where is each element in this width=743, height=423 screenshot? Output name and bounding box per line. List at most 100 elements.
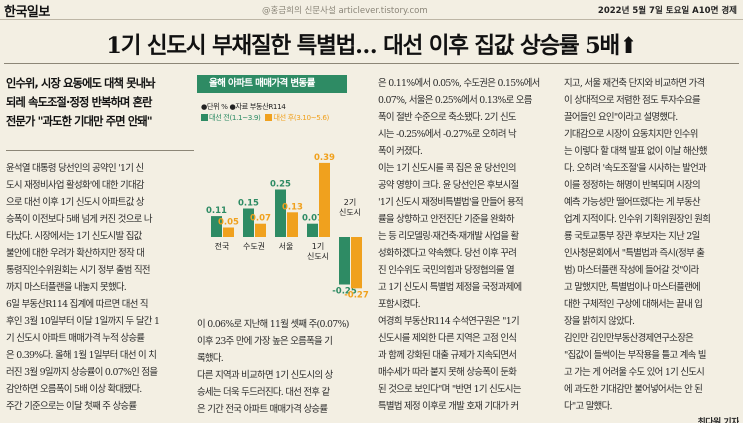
body-text-line: 이후 23주 만에 가장 높은 오름폭을 기 — [197, 336, 333, 347]
body-text-line: 지고, 서울 재건축 단지와 비교하면 가격 — [564, 78, 705, 89]
body-text-line: 감안하면 오름폭이 5배 이상 확대됐다. — [6, 384, 142, 395]
body-text-line: 주간 기준으로는 이달 첫째 주 상승률 — [6, 401, 137, 412]
body-text-line: 으로 대선 이후 1기 신도시 아파트값 상 — [6, 197, 145, 208]
legend-label-before: 대선 전(1.1~3.9) — [209, 113, 261, 122]
body-text-line: 고 가는 게 어려울 수도 있어 1기 신도시 — [564, 367, 705, 378]
body-text-line: 통령직인수위원회는 시기 정부 출범 직전 — [6, 265, 151, 276]
category-label: 신도시 — [307, 252, 329, 261]
body-text-line: 예측 가능성만 떨어뜨렸다는 게 부동산 — [564, 197, 701, 208]
reporter-byline: 최다원 기자 — [697, 418, 739, 423]
bar-after — [319, 162, 330, 237]
body-text-line: 특별법 제정 이후로 개발 호재 기대가 커 — [378, 401, 519, 412]
body-text-line: 은 0.39%다. 올해 1월 1일부터 대선 이 치 — [6, 350, 157, 361]
article-deck: 인수위, 시장 요동에도 대책 못내놔 되레 속도조절·정정 반복하며 혼란 전… — [6, 74, 196, 131]
body-text-line: 다. 오히려 '속도조절'을 시사하는 발언과 — [564, 163, 707, 174]
body-text-line: '1기 신도시 재정비특별법'을 만들어 용적 — [378, 197, 524, 208]
chart-unit: ●단위 % — [201, 102, 228, 111]
price-change-chart: 올해 아파트 매매가격 변동률 ●단위 % ●자료 부동산R114 대선 전(1… — [197, 75, 373, 315]
body-text-line: 이는 1기 신도시를 콕 집은 윤 당선인의 — [378, 163, 517, 174]
body-text-line: 장을 밝히지 않았다. — [564, 316, 635, 327]
body-column-1: 윤석열 대통령 당선인의 공약인 '1기 신 도시 재정비사업 활성화'에 대한 … — [6, 160, 194, 415]
body-text-line: 타났다. 시장에서는 1기 신도시발 집값 — [6, 231, 142, 242]
data-label: 0.15 — [238, 199, 259, 209]
deck-line: 전문가 "과도한 기대만 주면 안돼" — [6, 115, 153, 128]
data-label: 0.11 — [206, 206, 227, 216]
body-text-line: 범) 마스터플랜 작성에 들어갈 것"이라 — [564, 265, 699, 276]
body-text-line: 진 인수위도 국민의힘과 당정협의를 열 — [378, 265, 515, 276]
body-text-line: 다른 지역과 비교하면 1기 신도시의 상 — [197, 370, 333, 381]
bar-after — [255, 223, 266, 237]
deck-divider — [6, 150, 194, 151]
data-label: 0.05 — [218, 218, 239, 228]
data-label: 0.39 — [314, 153, 335, 163]
body-text-line: 다"고 말했다. — [564, 401, 613, 412]
data-label: 0.07 — [250, 214, 271, 224]
body-text-line: 률을 상향하고 안전진단 기준을 완화하 — [378, 214, 515, 225]
issue-dateline: 2022년 5월 7일 토요일 A10면 경제 — [597, 6, 737, 16]
category-label: 서울 — [279, 242, 294, 251]
body-text-line: 폭이 커졌다. — [378, 146, 423, 157]
category-label: 2기 — [344, 198, 356, 207]
body-text-line: 고 말했지만, 특별법이나 마스터플랜에 — [564, 282, 701, 293]
bar-before — [275, 189, 286, 237]
body-text-line: 는 이렇다 할 대책 발표 없이 이날 해산했 — [564, 146, 707, 157]
body-text-line: 록했다. — [197, 353, 224, 364]
data-label: 0.07 — [302, 214, 323, 224]
bar-before — [211, 216, 222, 237]
body-text-line: 은 기간 전국 아파트 매매가격 상승률 — [197, 404, 328, 415]
body-text-line: 포함시켰다. — [378, 299, 421, 310]
headline-divider — [4, 63, 739, 64]
body-text-line: 0.07%, 서울은 0.25%에서 0.13%로 오름 — [378, 95, 532, 106]
body-text-line: 인사청문회에서 "특별법과 즉시(정부 출 — [564, 248, 705, 259]
body-text-line: 에 과도한 기대감만 불어넣어서는 안 된 — [564, 384, 703, 395]
body-text-line: 이 0.06%로 지난해 11월 셋째 주(0.07%) — [197, 319, 349, 330]
legend-label-after: 대선 후(3.10~5.6) — [273, 113, 329, 122]
body-text-line: 공약 영향이 크다. 윤 당선인은 후보시절 — [378, 180, 519, 191]
body-text-line: 러진 3월 9일까지 상승률이 0.07%인 점을 — [6, 367, 158, 378]
body-text-line: 업계 지적이다. 인수위 기획위원장인 원희 — [564, 214, 711, 225]
blog-watermark: @홍금희의 신문사설 articlever.tistory.com — [262, 6, 428, 16]
deck-line: 되레 속도조절·정정 반복하며 혼란 — [6, 96, 152, 109]
body-text-line: 김인만 김인만부동산경제연구소장은 — [564, 333, 694, 344]
deck-line: 인수위, 시장 요동에도 대책 못내놔 — [6, 77, 156, 90]
category-label: 1기 — [312, 242, 324, 251]
body-text-line: 시는 -0.25%에서 -0.27%로 오히려 낙 — [378, 129, 517, 140]
body-text-line: 과 함께 강화된 대출 규제가 지속되면서 — [378, 350, 517, 361]
up-arrow-icon: ⬆ — [619, 33, 638, 59]
body-text-line: 은 0.11%에서 0.05%, 수도권은 0.15%에서 — [378, 78, 540, 89]
chart-meta: ●단위 % ●자료 부동산R114 — [201, 102, 286, 112]
category-label: 신도시 — [339, 208, 361, 217]
body-column-2: 이 0.06%로 지난해 11월 셋째 주(0.07%) 이후 23주 만에 가장… — [197, 316, 373, 418]
body-text-line: 승세는 더욱 두드러진다. 대선 전후 같 — [197, 387, 330, 398]
body-text-line: 폭이 절반 수준으로 축소됐다. 2기 신도 — [378, 112, 517, 123]
data-label: 0.13 — [282, 202, 303, 212]
body-text-line: 대한 구체적인 구상에 대해서는 끝내 입 — [564, 299, 703, 310]
body-text-line: 는 등 리모델링·재건축·재개발 사업을 활 — [378, 231, 519, 242]
body-text-line: "집값이 들썩이는 부작용을 틀고 계속 빌 — [564, 350, 707, 361]
body-text-line: 성화하겠다고 약속했다. 당선 이후 꾸려 — [378, 248, 517, 259]
category-label: 수도권 — [243, 241, 265, 251]
chart-source: ●자료 부동산R114 — [229, 102, 286, 111]
body-text-line: 기 신도시 아파트 매매가격 누적 상승률 — [6, 333, 145, 344]
body-text-line: 도시 재정비사업 활성화'에 대한 기대감 — [6, 180, 145, 191]
body-text-line: 고 1기 신도시 특별법 제정을 국정과제에 — [378, 282, 522, 293]
bar-after — [223, 227, 234, 237]
chart-plot: 0.11 0.05 전국 0.15 0.07 수도권 0.25 0.13 서울 0.07 0.39 1… — [206, 153, 369, 300]
data-label: -0.25 — [332, 287, 357, 297]
body-text-line: 신도시를 제외한 다른 지역은 고점 인식 — [378, 333, 517, 344]
body-text-line: 이를 정정하는 해명이 반복되며 시장의 — [564, 180, 701, 191]
bar-before — [307, 223, 318, 237]
body-text-line: 여경희 부동산R114 수석연구원은 "1기 — [378, 316, 520, 327]
body-text-line: 이 상대적으로 저렴한 점도 투자수요를 — [564, 95, 701, 106]
body-text-line: 룡 국토교통부 장관 후보자는 지난 2일 — [564, 231, 700, 242]
body-text-line: 불안에 대한 우려가 확산하지만 정작 대 — [6, 248, 145, 259]
newspaper-logo: 한국일보 — [4, 5, 50, 20]
category-label: 전국 — [215, 241, 230, 251]
headline-text: 1기 신도시 부채질한 특별법… 대선 이후 집값 상승률 5배 — [106, 33, 620, 59]
legend-swatch-before — [201, 114, 208, 121]
masthead-bar: 한국일보 @홍금희의 신문사설 articlever.tistory.com 2… — [0, 0, 743, 20]
article-headline: 1기 신도시 부채질한 특별법… 대선 이후 집값 상승률 5배⬆ — [0, 28, 743, 60]
body-text-line: 기대감으로 시장이 요동치지만 인수위 — [564, 129, 698, 140]
body-text-line: 된 것으로 보인다"며 "반면 1기 신도시는 — [378, 384, 521, 395]
